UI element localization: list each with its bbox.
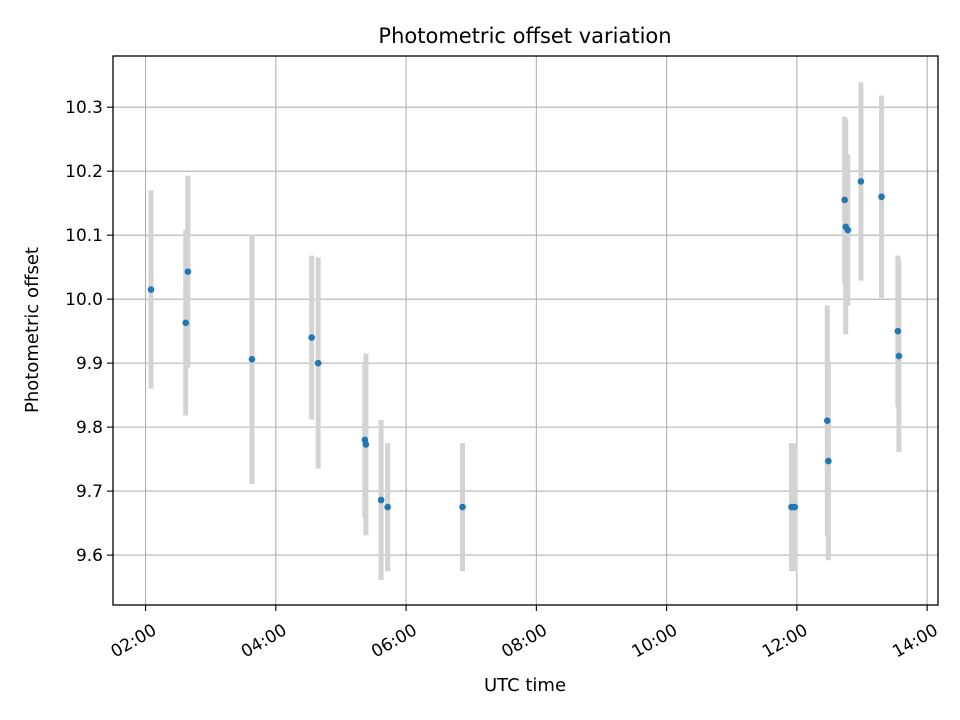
- y-tick-label: 9.6: [76, 546, 103, 566]
- y-axis-ticks: 9.6 9.7 9.8 9.9 10.0 10.1 10.2 10.3: [65, 98, 113, 566]
- y-tick-label: 9.9: [76, 354, 103, 374]
- data-point: [823, 417, 831, 425]
- data-point: [308, 334, 315, 341]
- data-point: [791, 503, 799, 511]
- data-point: [147, 286, 155, 293]
- data-point: [314, 359, 322, 367]
- data-point: [248, 355, 256, 363]
- data-point: [384, 503, 391, 511]
- data-point: [459, 503, 466, 511]
- y-tick-label: 10.0: [65, 290, 103, 310]
- data-points: [147, 178, 903, 511]
- chart-title: Photometric offset variation: [378, 24, 671, 48]
- plot-frame: [112, 55, 939, 606]
- data-point: [825, 457, 832, 465]
- y-tick-label: 10.3: [65, 98, 103, 118]
- y-tick-label: 9.7: [76, 482, 103, 502]
- data-point: [841, 196, 848, 204]
- data-point: [844, 226, 852, 234]
- data-point: [895, 352, 903, 360]
- y-tick-label: 10.1: [65, 226, 103, 246]
- data-point: [184, 268, 192, 275]
- x-axis-label: UTC time: [484, 675, 566, 696]
- data-point: [894, 327, 902, 335]
- data-point: [878, 193, 885, 201]
- y-axis-label: Photometric offset: [22, 247, 43, 413]
- data-point: [377, 496, 385, 504]
- y-tick-label: 9.8: [76, 418, 103, 438]
- data-point: [857, 178, 865, 185]
- data-point: [362, 441, 370, 448]
- y-tick-label: 10.2: [65, 162, 103, 182]
- data-point: [182, 319, 190, 327]
